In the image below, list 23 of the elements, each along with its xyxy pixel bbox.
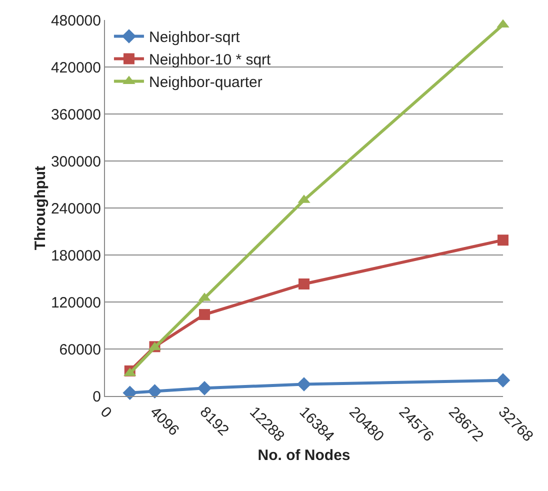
legend-label: Neighbor-quarter [148, 74, 262, 92]
y-tick-label: 420000 [50, 59, 101, 76]
y-tick-label: 240000 [50, 200, 101, 218]
y-tick-label: 360000 [50, 106, 101, 124]
y-tick-label: 480000 [50, 12, 101, 30]
point [148, 384, 162, 398]
point [199, 309, 210, 320]
x-tick-label: 0 [96, 404, 115, 422]
y-tick-label: 300000 [50, 153, 101, 170]
point [496, 373, 510, 388]
y-tick-label: 180000 [50, 247, 101, 264]
point [498, 234, 508, 246]
y-tick-label: 0 [92, 388, 101, 406]
y-axis-title: Throughput [32, 166, 49, 250]
point [122, 386, 138, 400]
point [298, 278, 310, 290]
y-tick-label: 120000 [50, 294, 101, 312]
point [296, 377, 312, 392]
point [197, 381, 212, 396]
legend-label: Neighbor-10 * sqrt [148, 52, 272, 69]
legend-label: Neighbor-sqrt [148, 29, 241, 46]
x-axis-title: No. of Nodes [258, 447, 350, 464]
y-tick-label: 60000 [59, 341, 101, 358]
